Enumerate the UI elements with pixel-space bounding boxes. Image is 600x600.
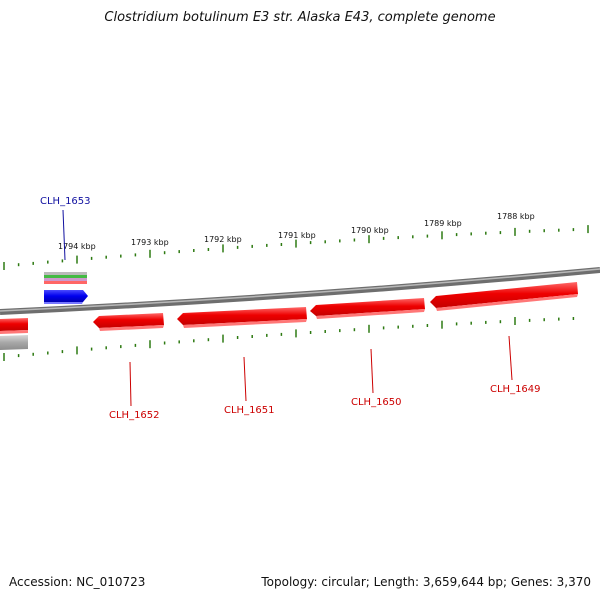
label-leader-clh-1653 — [62, 209, 66, 261]
genome-backbone-highlight — [0, 268, 600, 312]
gene-clh-1652[interactable] — [93, 313, 164, 328]
gene-label-clh-1652[interactable]: CLH_1652 — [109, 410, 160, 421]
label-leader-clh-1651 — [243, 356, 247, 402]
feature-bar-grey — [44, 272, 87, 275]
gene-clh-1649[interactable] — [430, 282, 578, 308]
gene-clh-1651[interactable] — [177, 307, 307, 325]
gene-partial-left[interactable] — [0, 318, 28, 331]
scale-labels: 1794 kbp 1793 kbp 1792 kbp 1791 kbp 1790… — [58, 212, 535, 251]
scale-label-1792: 1792 kbp — [204, 235, 242, 244]
gene-label-clh-1649[interactable]: CLH_1649 — [490, 384, 541, 395]
scale-label-1794: 1794 kbp — [58, 242, 96, 251]
feature-bar-red — [44, 281, 87, 284]
feature-stack-clh-1653 — [44, 272, 87, 284]
genome-backbone — [0, 267, 600, 315]
label-leader-clh-1652 — [129, 361, 132, 407]
gene-clh-1651-shadow — [183, 319, 307, 328]
gene-clh-1652-shadow — [99, 325, 164, 331]
gene-clh-1650-shadow — [316, 309, 425, 319]
accession-text: Accession: NC_010723 — [9, 575, 146, 589]
genome-summary-text: Topology: circular; Length: 3,659,644 bp… — [261, 575, 591, 589]
gene-label-clh-1651[interactable]: CLH_1651 — [224, 405, 275, 416]
feature-bar-purple — [44, 278, 87, 281]
gene-label-clh-1653[interactable]: CLH_1653 — [40, 196, 91, 207]
inner-gc-ticks — [3, 317, 575, 361]
feature-bar-green — [44, 275, 87, 278]
gene-clh-1653-shadow — [44, 302, 83, 304]
gene-clh-1650[interactable] — [310, 298, 425, 316]
outer-gc-ticks — [3, 225, 589, 270]
scale-label-1790: 1790 kbp — [351, 226, 389, 235]
label-leader-clh-1650 — [370, 348, 374, 394]
gene-label-clh-1650[interactable]: CLH_1650 — [351, 397, 402, 408]
gene-clh-1653[interactable] — [44, 290, 88, 302]
label-leader-clh-1649 — [508, 335, 513, 381]
genome-title: Clostridium botulinum E3 str. Alaska E43… — [104, 10, 496, 25]
gene-clh-1649-shadow — [436, 294, 578, 311]
gene-partial-left-shadow — [0, 330, 28, 334]
scale-label-1788: 1788 kbp — [497, 212, 535, 221]
gene-partial-left-grey — [0, 335, 28, 350]
scale-label-1791: 1791 kbp — [278, 231, 316, 240]
scale-label-1789: 1789 kbp — [424, 219, 462, 228]
scale-label-1793: 1793 kbp — [131, 238, 169, 247]
